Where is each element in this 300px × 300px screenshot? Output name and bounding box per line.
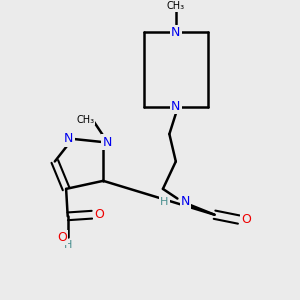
Text: N: N xyxy=(102,136,112,148)
Text: N: N xyxy=(181,195,190,208)
Text: N: N xyxy=(171,26,181,39)
Text: O: O xyxy=(57,231,67,244)
Text: N: N xyxy=(171,100,181,113)
Text: H: H xyxy=(160,197,169,207)
Text: CH₃: CH₃ xyxy=(167,1,185,11)
Text: O: O xyxy=(241,213,251,226)
Text: H: H xyxy=(64,240,72,250)
Text: CH₃: CH₃ xyxy=(76,115,94,124)
Text: O: O xyxy=(94,208,104,221)
Text: N: N xyxy=(64,132,74,146)
